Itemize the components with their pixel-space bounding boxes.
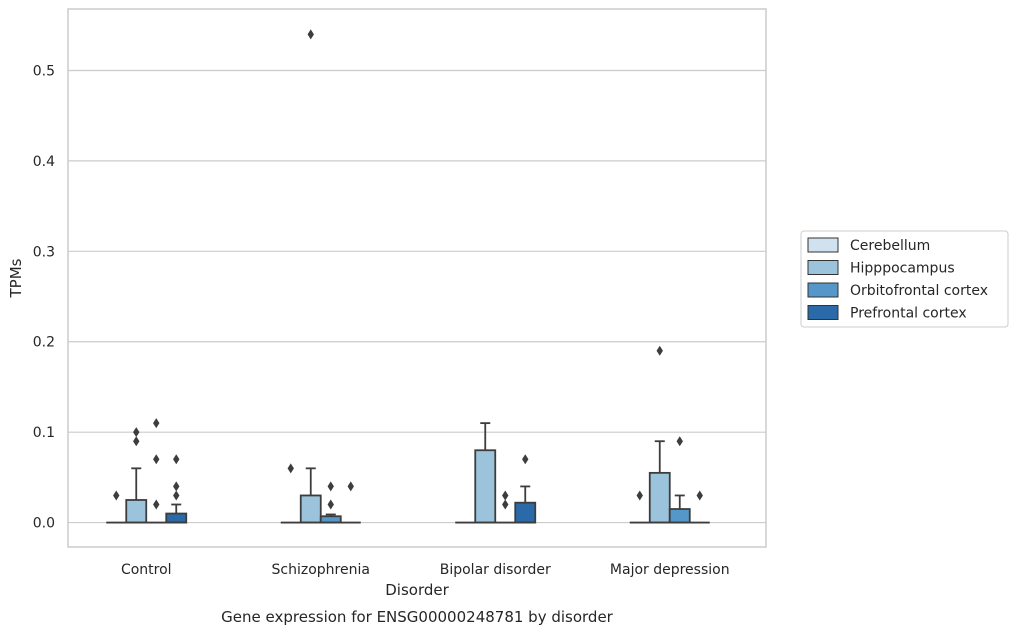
- outlier-point: [113, 490, 120, 501]
- legend-swatch: [807, 282, 839, 298]
- box-cerebellum: [280, 463, 301, 524]
- box-body: [125, 499, 148, 524]
- y-axis-label: TPMs: [7, 258, 25, 298]
- box-orbitofrontal-cortex: [146, 418, 167, 524]
- box-orbitofrontal-cortex: [319, 481, 342, 524]
- box-prefrontal-cortex: [514, 454, 537, 524]
- y-tick-label: 0.5: [33, 63, 55, 79]
- x-tick-label: Bipolar disorder: [440, 562, 551, 578]
- plot-background: [68, 9, 766, 547]
- outlier-point: [347, 481, 354, 492]
- outlier-point: [133, 427, 140, 438]
- outlier-point: [307, 29, 314, 40]
- box-body: [299, 494, 322, 524]
- legend-label: Hipppocampus: [850, 261, 955, 277]
- outlier-point: [502, 490, 509, 501]
- box-orbitofrontal-cortex: [495, 490, 516, 524]
- box-hipppocampus: [474, 422, 497, 524]
- outlier-point: [502, 499, 509, 510]
- outlier-point: [153, 499, 160, 510]
- legend-swatch: [807, 305, 839, 320]
- box-body: [668, 508, 691, 524]
- outlier-point: [327, 481, 334, 492]
- outlier-point: [696, 490, 703, 501]
- outlier-point: [173, 490, 180, 501]
- x-tick-label: Schizophrenia: [272, 562, 370, 578]
- x-tick-label: Control: [121, 562, 172, 578]
- box-body: [319, 515, 342, 524]
- outlier-point: [153, 454, 160, 465]
- box-body: [474, 449, 497, 524]
- box-hipppocampus: [648, 345, 671, 524]
- legend-frame: [800, 230, 1009, 328]
- box-series: [106, 29, 710, 524]
- outlier-point: [173, 481, 180, 492]
- legend-label: Cerebellum: [850, 238, 930, 254]
- box-prefrontal-cortex: [340, 481, 361, 524]
- y-tick-label: 0.0: [33, 516, 55, 532]
- x-tick-label: Major depression: [610, 562, 730, 578]
- y-tick-labels: 0.0 0.1 0.2 0.3 0.4 0.5: [33, 63, 55, 531]
- chart-caption: Gene expression for ENSG00000248781 by d…: [221, 608, 614, 626]
- y-tick-label: 0.3: [33, 244, 55, 260]
- outlier-point: [153, 418, 160, 429]
- box-body: [165, 512, 188, 524]
- outlier-point: [636, 490, 643, 501]
- box-orbitofrontal-cortex: [668, 436, 691, 524]
- box-hipppocampus: [125, 427, 148, 524]
- outlier-point: [522, 454, 529, 465]
- box-body: [514, 501, 537, 524]
- y-tick-label: 0.4: [33, 154, 55, 170]
- outlier-point: [287, 463, 294, 474]
- outlier-point: [656, 345, 663, 356]
- box-cerebellum: [629, 490, 650, 524]
- box-hipppocampus: [299, 29, 322, 524]
- y-tick-label: 0.2: [33, 335, 55, 351]
- box-prefrontal-cortex: [165, 454, 188, 524]
- box-prefrontal-cortex: [689, 490, 710, 524]
- legend-swatch: [807, 237, 839, 253]
- box-body: [648, 471, 671, 524]
- outlier-point: [676, 436, 683, 447]
- legend: Cerebellum Hipppocampus Orbitofrontal cort…: [800, 230, 1009, 328]
- outlier-point: [133, 436, 140, 447]
- legend-label: Prefrontal cortex: [850, 306, 967, 322]
- plot-frame: [67, 8, 767, 548]
- legend-label: Orbitofrontal cortex: [850, 283, 988, 299]
- legend-swatch: [807, 260, 839, 275]
- outlier-point: [173, 454, 180, 465]
- outlier-point: [327, 499, 334, 510]
- box-cerebellum: [106, 490, 127, 524]
- x-axis-label: Disorder: [385, 581, 449, 599]
- x-tick-labels: Control Schizophrenia Bipolar disorder Majo…: [121, 562, 730, 578]
- y-tick-label: 0.1: [33, 425, 55, 441]
